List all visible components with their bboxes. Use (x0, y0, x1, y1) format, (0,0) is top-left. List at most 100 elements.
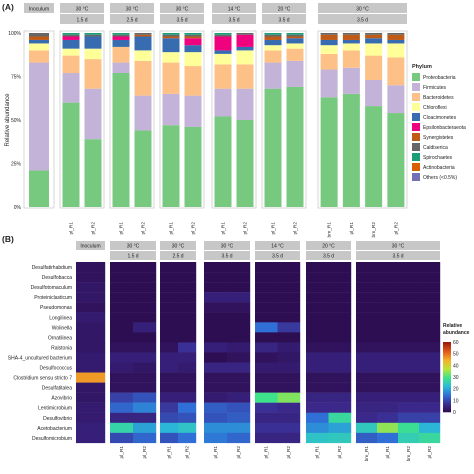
bar-segment (162, 36, 180, 39)
bar-segment (112, 62, 130, 74)
heatmap-cell (133, 262, 157, 273)
row-label: Ornatilinea (48, 335, 72, 341)
heatmap-cell (160, 412, 179, 423)
heatmap-cell (306, 352, 329, 363)
heatmap-cell (277, 362, 301, 373)
heatmap-cell (204, 332, 228, 343)
heatmap-cell (255, 282, 278, 293)
colorbar-segment (443, 359, 451, 362)
bar-segment (264, 88, 282, 207)
heatmap-cell (110, 312, 134, 323)
heatmap-cell (255, 312, 278, 323)
heatmap-cell (356, 412, 378, 423)
heatmap-cell (76, 312, 106, 323)
heatmap-cell (377, 302, 399, 313)
heatmap-cell (178, 292, 197, 303)
heatmap-cell (110, 382, 134, 393)
heatmap-cell (398, 342, 420, 353)
heatmap-cell (178, 372, 197, 383)
x-tick-label: pl_R1 (167, 446, 173, 459)
heatmap-cell (255, 342, 278, 353)
legend-swatch (412, 73, 420, 81)
y-tick-label: 0% (14, 205, 22, 211)
heatmap-cell (76, 422, 106, 434)
heatmap-cell (398, 322, 420, 333)
heatmap-cell (255, 372, 278, 383)
bar-segment (84, 59, 102, 89)
colorbar-segment (443, 364, 451, 367)
facet-strip-top-label: 20 °C (278, 7, 291, 13)
facet-strip-bottom (60, 14, 104, 24)
heatmap-cell (204, 362, 228, 373)
heatmap-cell (227, 282, 251, 293)
bar-segment (286, 33, 304, 35)
heatmap-cell (178, 312, 197, 323)
legend-swatch (412, 173, 420, 181)
heatmap-cell (277, 292, 301, 303)
heatmap-cell (133, 272, 157, 283)
heatmap-cell (377, 352, 399, 363)
bar-segment (62, 39, 80, 49)
bar-segment (342, 34, 360, 40)
facet-strip-bottom (306, 251, 351, 260)
heatmap-cell (419, 322, 441, 333)
bar-segment (264, 62, 282, 89)
heatmap-cell (160, 292, 179, 303)
heatmap-cell (356, 282, 378, 293)
x-tick-label: pl_R1 (349, 222, 355, 235)
row-label: SHA-4_uncultured bacterium (8, 355, 72, 361)
heatmap-cell (76, 372, 106, 383)
bar-segment (62, 34, 80, 37)
bar-segment (387, 33, 405, 35)
y-tick-label: 100% (8, 31, 21, 37)
heatmap-cell (419, 362, 441, 373)
colorbar-segment (443, 357, 451, 360)
bar-segment (264, 34, 282, 37)
colorbar-tick-label: 30 (453, 375, 459, 381)
heatmap-cell (255, 302, 278, 313)
heatmap-cell (160, 422, 179, 434)
heatmap-cell (204, 432, 228, 444)
x-tick-label: pl_R2 (337, 446, 343, 459)
heatmap-cell (277, 262, 301, 273)
heatmap-cell (306, 332, 329, 343)
heatmap-cell (277, 322, 301, 333)
colorbar-segment (443, 363, 451, 366)
bar-segment (236, 50, 254, 65)
heatmap-cell (277, 422, 301, 434)
heatmap-cell (419, 352, 441, 363)
x-tick-label: pl_R2 (91, 222, 97, 235)
bar-segment (184, 33, 202, 35)
heatmap-cell (419, 342, 441, 353)
colorbar-segment (443, 394, 451, 397)
heatmap-cell (328, 392, 352, 403)
heatmap-cell (306, 362, 329, 373)
bar-segment (162, 38, 180, 53)
heatmap-cell (178, 322, 197, 333)
heatmap-cell (377, 362, 399, 373)
heatmap-cell (110, 412, 134, 423)
heatmap-cell (204, 322, 228, 333)
bar-segment (134, 33, 152, 35)
heatmap-cell (356, 352, 378, 363)
facet-strip-top-label: 14 °C (228, 7, 241, 13)
heatmap-cell (133, 392, 157, 403)
heatmap-cell (277, 352, 301, 363)
heatmap-cell (227, 422, 251, 434)
bar-segment (112, 46, 130, 63)
facet-strip-bottom (110, 251, 156, 260)
x-tick-label: pl_R2 (427, 446, 433, 459)
heatmap-cell (306, 422, 329, 434)
x-tick-label: pl_R2 (393, 222, 399, 235)
heatmap-cell (178, 352, 197, 363)
heatmap-cell (377, 372, 399, 383)
heatmap-cell (356, 422, 378, 434)
heatmap-cell (110, 362, 134, 373)
facet-strip-top (204, 241, 250, 250)
colorbar-segment (443, 377, 451, 380)
heatmap-cell (255, 272, 278, 283)
heatmap-cell (110, 322, 134, 333)
heatmap-cell (377, 272, 399, 283)
colorbar-segment (443, 384, 451, 387)
bar-segment (184, 36, 202, 39)
